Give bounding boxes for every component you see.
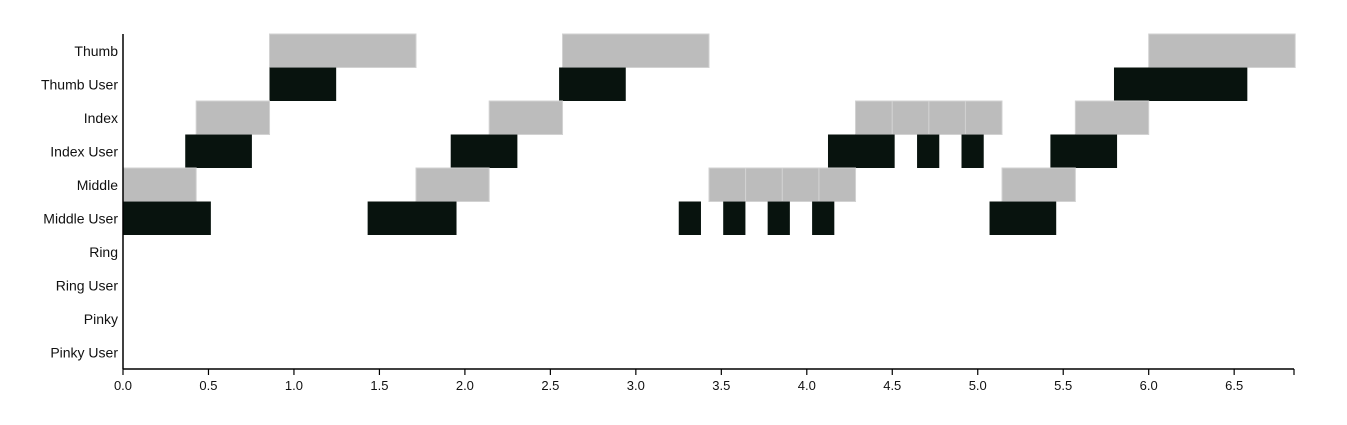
bar-index-2 (855, 100, 893, 135)
bar-middle-user-6 (989, 201, 1057, 235)
x-tick-label-1: 0.5 (199, 378, 217, 393)
row-label-thumb-user: Thumb User (41, 76, 118, 92)
bar-middle-user-1 (367, 201, 457, 235)
row-label-index-user: Index User (50, 143, 118, 159)
bar-index-4 (928, 100, 966, 135)
bar-thumb-user-1 (559, 67, 626, 101)
row-label-pinky: Pinky (84, 311, 118, 327)
x-tick-label-8: 4.0 (798, 378, 816, 393)
bar-middle-2 (708, 167, 747, 202)
bar-middle-0 (122, 167, 197, 202)
bar-index-3 (891, 100, 930, 135)
row-label-thumb: Thumb (74, 43, 118, 59)
bar-index-0 (195, 100, 271, 135)
bar-index-user-2 (827, 134, 895, 168)
x-tick-label-11: 5.5 (1054, 378, 1072, 393)
x-tick-label-12: 6.0 (1140, 378, 1158, 393)
row-label-middle-user: Middle User (43, 210, 118, 226)
bar-index-user-4 (961, 134, 984, 168)
bar-thumb-user-2 (1113, 67, 1248, 101)
bar-middle-1 (415, 167, 490, 202)
x-tick-label-6: 3.0 (627, 378, 645, 393)
row-label-pinky-user: Pinky User (50, 344, 118, 360)
row-label-ring-user: Ring User (56, 277, 119, 293)
bar-thumb-0 (269, 33, 417, 68)
bar-index-user-0 (185, 134, 252, 168)
bar-thumb-2 (1148, 33, 1296, 68)
row-labels: Thumb Thumb User Index Index User Middle Midd… (41, 43, 118, 361)
bars-layer (122, 33, 1296, 235)
bar-middle-user-0 (123, 201, 211, 235)
bar-index-user-3 (917, 134, 940, 168)
x-tick-label-0: 0.0 (114, 378, 132, 393)
row-label-index: Index (84, 110, 118, 126)
x-tick-label-10: 5.0 (969, 378, 987, 393)
bar-index-6 (1074, 100, 1150, 135)
bar-index-1 (488, 100, 564, 135)
x-tick-label-13: 6.5 (1225, 378, 1243, 393)
bar-thumb-user-0 (269, 67, 337, 101)
bar-middle-5 (818, 167, 857, 202)
bar-middle-user-2 (678, 201, 701, 235)
bar-middle-user-3 (723, 201, 746, 235)
bar-middle-3 (745, 167, 783, 202)
bar-index-user-5 (1050, 134, 1118, 168)
x-tick-label-3: 1.5 (370, 378, 388, 393)
bar-middle-6 (1001, 167, 1076, 202)
bar-middle-user-4 (767, 201, 790, 235)
x-axis: 0.0 0.5 1.0 1.5 2.0 2.5 3.0 3.5 4.0 4.5 5.0 5.5 6.0 6… (114, 34, 1295, 393)
row-label-ring: Ring (89, 244, 118, 260)
bar-middle-4 (781, 167, 820, 202)
row-label-middle: Middle (77, 177, 118, 193)
bar-index-user-1 (450, 134, 518, 168)
bar-index-5 (964, 100, 1003, 135)
x-tick-label-4: 2.0 (456, 378, 474, 393)
x-tick-label-5: 2.5 (541, 378, 559, 393)
bar-middle-user-5 (812, 201, 835, 235)
x-tick-label-9: 4.5 (883, 378, 901, 393)
x-tick-label-2: 1.0 (285, 378, 303, 393)
x-tick-label-7: 3.5 (712, 378, 730, 393)
bar-thumb-1 (562, 33, 710, 68)
